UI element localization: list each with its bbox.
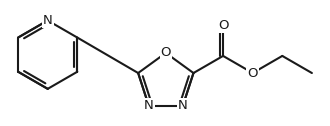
Text: O: O bbox=[161, 46, 171, 59]
Text: O: O bbox=[248, 67, 258, 80]
Text: N: N bbox=[144, 99, 153, 112]
Text: N: N bbox=[43, 14, 52, 27]
Text: N: N bbox=[178, 99, 188, 112]
Text: O: O bbox=[218, 19, 228, 32]
